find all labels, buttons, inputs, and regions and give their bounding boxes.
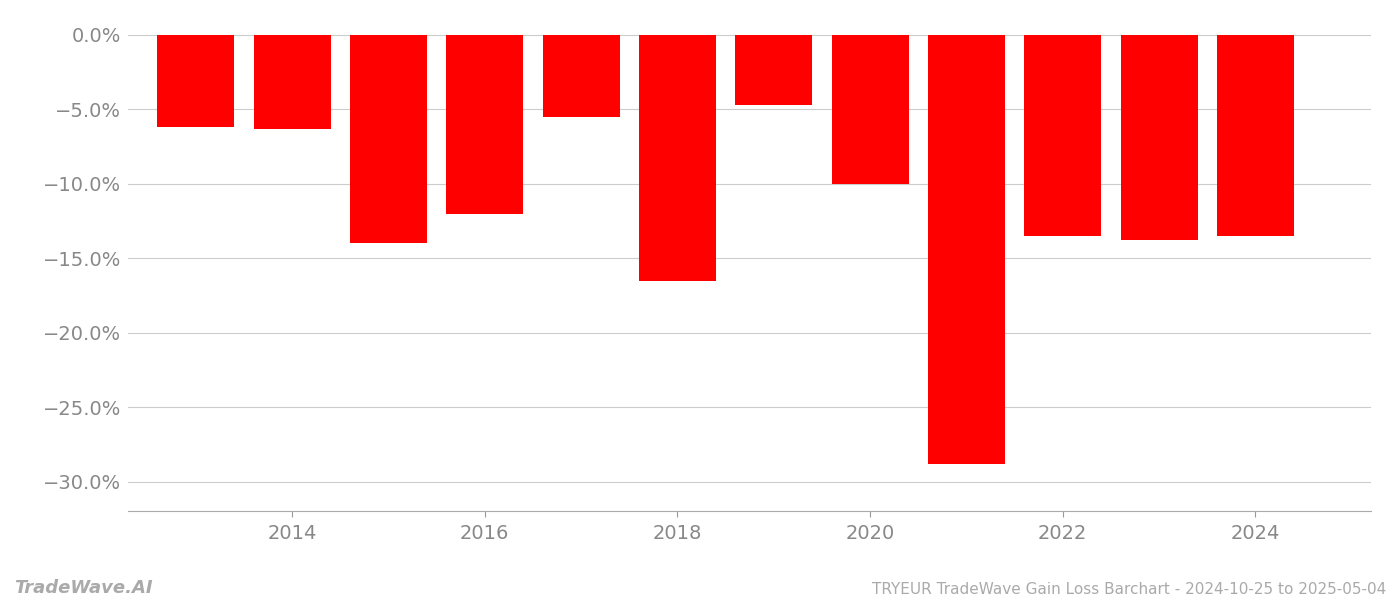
- Bar: [735, 35, 812, 105]
- Bar: [447, 35, 524, 214]
- Bar: [832, 35, 909, 184]
- Bar: [1217, 35, 1294, 236]
- Bar: [1025, 35, 1102, 236]
- Bar: [638, 35, 715, 281]
- Bar: [157, 35, 234, 127]
- Text: TradeWave.AI: TradeWave.AI: [14, 579, 153, 597]
- Bar: [928, 35, 1005, 464]
- Bar: [543, 35, 620, 117]
- Text: TRYEUR TradeWave Gain Loss Barchart - 2024-10-25 to 2025-05-04: TRYEUR TradeWave Gain Loss Barchart - 20…: [872, 582, 1386, 597]
- Bar: [253, 35, 330, 128]
- Bar: [1120, 35, 1197, 241]
- Bar: [350, 35, 427, 244]
